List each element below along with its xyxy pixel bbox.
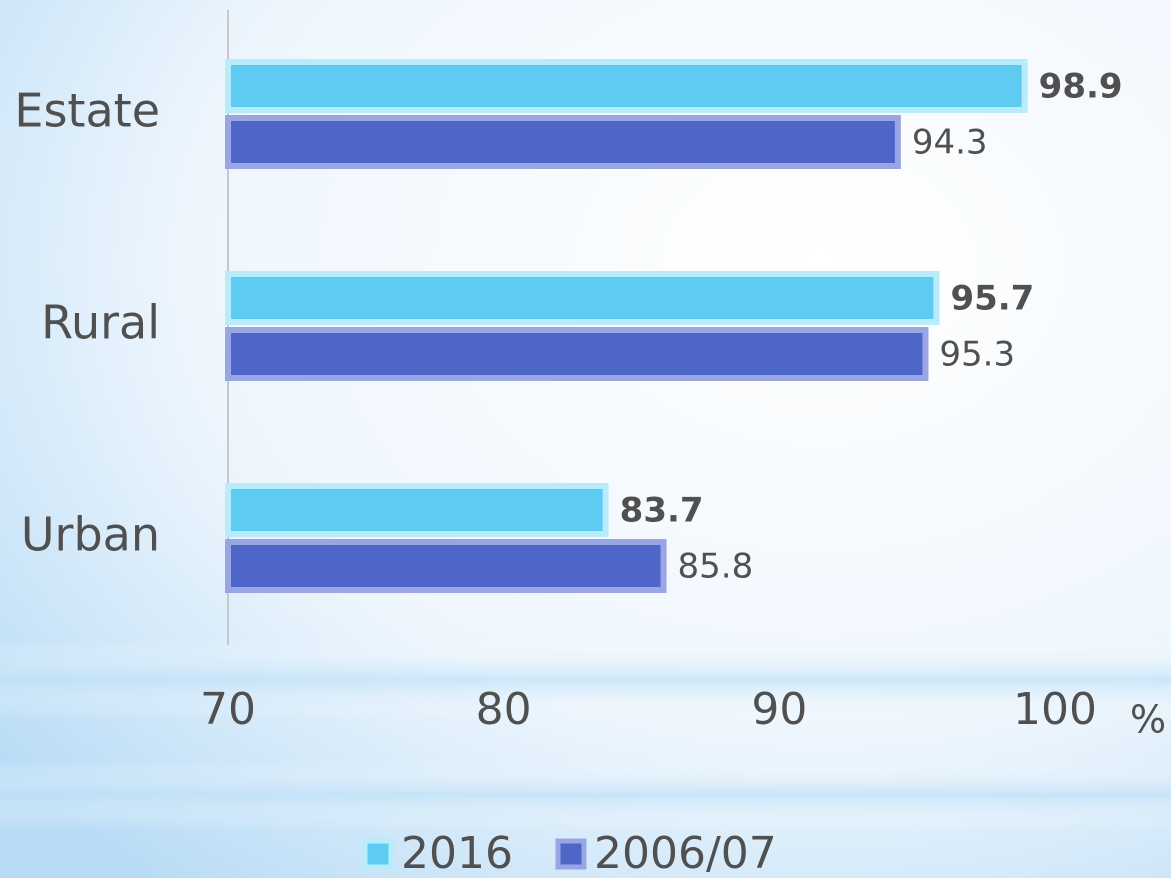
legend-label: 2006/07 bbox=[594, 828, 777, 878]
bar bbox=[225, 327, 929, 381]
legend-label: 2016 bbox=[401, 828, 513, 878]
y-tick-label: Estate bbox=[14, 84, 160, 138]
background-band bbox=[0, 640, 1171, 720]
data-label: 98.9 bbox=[1039, 67, 1123, 107]
bar bbox=[225, 539, 667, 593]
y-tick-label: Urban bbox=[21, 508, 160, 562]
y-tick-label: Rural bbox=[41, 296, 160, 350]
bar bbox=[225, 483, 609, 537]
data-label: 95.3 bbox=[939, 335, 1015, 375]
bar bbox=[225, 271, 940, 325]
data-label: 83.7 bbox=[620, 491, 704, 531]
legend-swatch bbox=[362, 838, 394, 870]
data-label: 94.3 bbox=[912, 123, 988, 163]
x-tick-label: 100 bbox=[1013, 684, 1097, 735]
x-tick-label: 70 bbox=[200, 684, 256, 735]
x-tick-label: 90 bbox=[751, 684, 807, 735]
x-tick-label: 80 bbox=[476, 684, 532, 735]
background-band bbox=[0, 760, 1171, 830]
data-label: 85.8 bbox=[678, 547, 754, 587]
bar bbox=[225, 59, 1028, 113]
bar bbox=[225, 115, 901, 169]
x-axis-label: % bbox=[1130, 698, 1166, 742]
data-label: 95.7 bbox=[950, 279, 1034, 319]
legend-swatch bbox=[555, 838, 587, 870]
